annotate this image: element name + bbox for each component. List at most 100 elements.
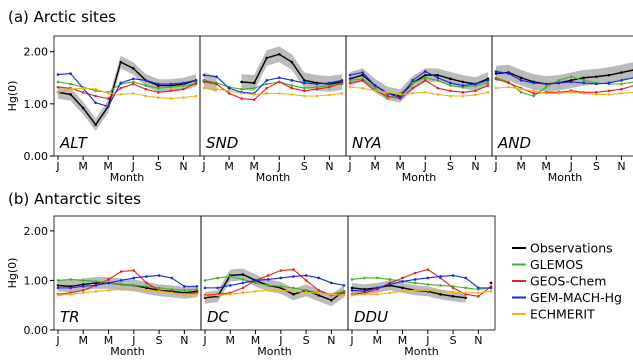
x-tick-label: J: [55, 160, 59, 173]
data-point: [292, 268, 295, 271]
legend-item-geos-chem: GEOS-Chem: [512, 274, 606, 289]
data-point: [107, 289, 110, 292]
x-axis-label: Month: [256, 171, 291, 184]
data-point: [241, 286, 245, 290]
data-point: [557, 79, 561, 82]
data-point: [426, 268, 430, 271]
data-point: [439, 275, 442, 278]
data-point: [145, 281, 148, 285]
series-line: [57, 87, 197, 100]
data-point: [317, 294, 321, 297]
data-point: [265, 86, 269, 90]
data-point: [132, 269, 136, 272]
data-point: [348, 81, 352, 85]
data-point: [474, 82, 477, 86]
data-point: [620, 87, 623, 91]
series-line: [351, 268, 492, 297]
data-point: [317, 289, 321, 292]
data-point: [157, 96, 160, 99]
data-point: [303, 79, 306, 82]
panel-alt: J M M J S N Month ALT: [53, 35, 201, 184]
data-point: [265, 56, 269, 60]
data-point: [464, 286, 468, 290]
data-point: [532, 94, 535, 98]
data-point: [494, 86, 498, 90]
data-point: [461, 91, 465, 94]
series-gem-mach-hg-alt: [56, 72, 198, 108]
panel-nya: J M M J S N Month NYA: [345, 35, 493, 184]
data-point: [342, 291, 346, 295]
data-point: [426, 289, 430, 292]
data-point: [486, 84, 490, 87]
data-point: [449, 77, 452, 81]
series-line: [495, 70, 633, 85]
data-point: [464, 276, 468, 280]
data-point: [69, 87, 72, 91]
data-point: [265, 79, 269, 82]
data-point: [81, 91, 85, 94]
data-point: [266, 274, 270, 277]
data-point: [519, 91, 523, 94]
data-point: [557, 81, 561, 85]
legend-label: Observations: [530, 241, 613, 256]
data-point: [569, 75, 573, 78]
data-point: [532, 92, 535, 95]
data-point: [145, 285, 148, 288]
data-point: [557, 92, 561, 95]
data-point: [304, 291, 308, 294]
panel-and: J M M J S N Month AND: [491, 35, 633, 184]
series-line: [349, 79, 489, 100]
x-tick-label: M: [516, 160, 526, 173]
data-point: [401, 276, 404, 280]
data-point: [449, 94, 452, 98]
data-point: [157, 286, 161, 290]
data-point: [195, 288, 199, 291]
data-point: [449, 89, 452, 93]
series-line: [203, 81, 343, 101]
data-point: [607, 93, 611, 96]
data-point: [413, 271, 417, 275]
data-point: [426, 283, 430, 286]
data-point: [342, 294, 346, 297]
panel-frame: [491, 35, 633, 157]
data-point: [451, 291, 455, 294]
legend-label: GEM-MACH-Hg: [530, 290, 622, 305]
data-point: [340, 81, 344, 85]
data-point: [169, 85, 173, 89]
data-point: [240, 97, 243, 100]
x-tick-label: J: [55, 334, 59, 347]
data-point: [401, 280, 404, 283]
data-point: [228, 293, 232, 296]
data-point: [69, 278, 72, 281]
data-point: [132, 288, 136, 291]
y-tick-label: 0.00: [24, 324, 49, 337]
data-point: [388, 291, 392, 295]
data-point: [423, 76, 427, 80]
x-axis-label: Month: [548, 171, 583, 184]
data-point: [69, 93, 72, 96]
data-point: [144, 87, 148, 91]
data-point: [544, 82, 548, 86]
data-point: [373, 84, 377, 87]
data-point: [436, 93, 440, 96]
data-point: [170, 291, 174, 295]
site-label: ALT: [59, 134, 89, 152]
series-line: [204, 268, 345, 296]
x-tick-label: S: [303, 334, 310, 347]
data-point: [315, 87, 319, 91]
x-axis-label: Month: [257, 345, 292, 358]
data-point: [94, 280, 98, 283]
data-point: [361, 79, 364, 82]
data-point: [241, 291, 245, 295]
data-point: [119, 86, 123, 90]
data-point: [169, 82, 173, 86]
data-point: [106, 105, 110, 108]
observation-uncertainty-band: [496, 62, 633, 92]
site-label: NYA: [352, 134, 381, 152]
data-point: [304, 289, 308, 292]
legend-label: GLEMOS: [530, 257, 583, 272]
data-point: [595, 75, 598, 78]
data-point: [254, 279, 257, 282]
data-point: [182, 96, 185, 99]
data-point: [532, 81, 535, 85]
